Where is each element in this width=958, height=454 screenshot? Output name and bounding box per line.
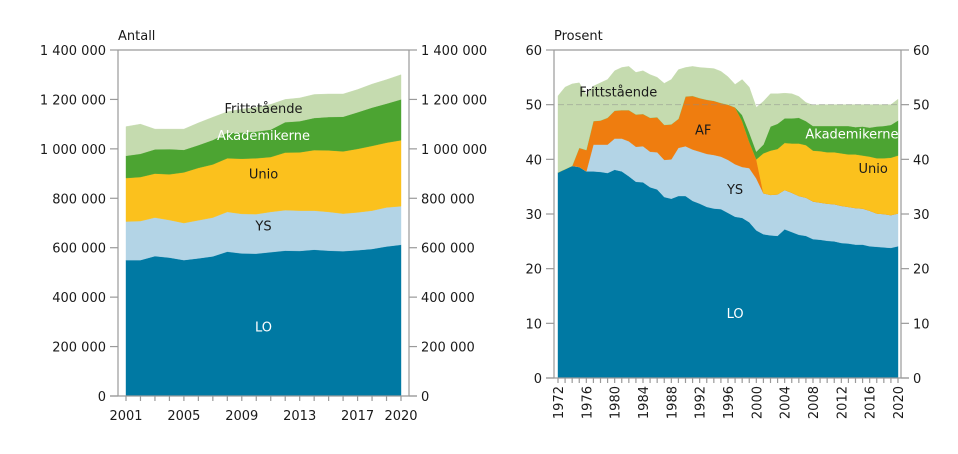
x-tick-label: 2012 [835, 386, 850, 419]
y-tick-label-left: 40 [525, 153, 542, 168]
x-tick-label: 1984 [637, 386, 652, 419]
y-tick-label-right: 200 000 [421, 341, 475, 356]
x-tick-label: 2009 [225, 409, 258, 424]
x-tick-label: 1976 [580, 386, 595, 419]
y-tick-label-right: 600 000 [421, 242, 475, 257]
x-tick-label: 1988 [665, 386, 680, 419]
series-label-ys: YS [726, 183, 743, 198]
y-tick-label-right: 40 [913, 153, 930, 168]
left-axes [110, 49, 417, 401]
y-tick-label-left: 0 [98, 390, 106, 405]
y-tick-label-right: 50 [913, 99, 930, 114]
area-frittstaende [557, 66, 899, 173]
series-label-unio: Unio [859, 162, 888, 177]
series-label-af: AF [695, 124, 711, 139]
y-tick-label-right: 0 [421, 390, 429, 405]
series-label-akademikerne: Akademikerne [217, 129, 310, 144]
series-label-unio: Unio [249, 168, 278, 183]
x-tick-label: 1992 [694, 386, 709, 419]
y-tick-label-left: 10 [525, 317, 542, 332]
x-tick-label: 2004 [779, 386, 794, 419]
y-tick-label-left: 60 [525, 44, 542, 59]
left-chart-members-count: Antall 0 0 200 000 200 000 400 000 400 000 600… [40, 29, 487, 424]
y-tick-label-left: 0 [534, 372, 542, 387]
y-tick-label-right: 0 [913, 372, 921, 387]
series-label-frittstaende: Frittstående [579, 85, 657, 100]
left-series-labels: LO YS Unio Akademikerne Frittstående [217, 102, 310, 336]
left-stacked-areas [125, 74, 402, 397]
y-tick-label-left: 1 200 000 [40, 93, 106, 108]
y-tick-label-right: 400 000 [421, 291, 475, 306]
y-tick-label-left: 1 400 000 [40, 44, 106, 59]
y-tick-label-left: 50 [525, 99, 542, 114]
x-tick-label: 1996 [722, 386, 737, 419]
right-stacked-areas [557, 66, 899, 379]
y-tick-label-left: 200 000 [52, 341, 106, 356]
x-tick-label: 2001 [109, 409, 142, 424]
y-tick-label-left: 30 [525, 208, 542, 223]
y-tick-label-right: 800 000 [421, 192, 475, 207]
y-tick-label-right: 20 [913, 263, 930, 278]
x-tick-label: 1972 [552, 386, 567, 419]
x-tick-label: 2016 [864, 386, 879, 419]
x-tick-label: 2005 [167, 409, 200, 424]
y-tick-label-right: 60 [913, 44, 930, 59]
right-x-tick-labels: 1972 1976 1980 1984 1988 1992 1996 2000 2004 2008… [552, 386, 907, 419]
y-tick-label-right: 10 [913, 317, 930, 332]
y-tick-label-right: 1 200 000 [421, 93, 487, 108]
x-tick-label: 2000 [750, 386, 765, 419]
left-x-tick-labels: 2001 2005 2009 2013 2017 2020 [109, 409, 417, 424]
y-tick-label-left: 400 000 [52, 291, 106, 306]
right-y-tick-labels: 0 0 10 10 20 20 30 30 40 40 50 50 60 60 [525, 44, 929, 387]
left-y-tick-labels: 0 0 200 000 200 000 400 000 400 000 600 000 600… [40, 44, 487, 405]
area-frittstaende [125, 74, 402, 157]
right-axes [546, 49, 909, 383]
left-y-axis-unit-label: Antall [118, 29, 155, 44]
y-tick-label-right: 1 000 000 [421, 143, 487, 158]
series-label-lo: LO [727, 307, 744, 322]
y-tick-label-left: 600 000 [52, 242, 106, 257]
series-label-lo: LO [255, 321, 272, 336]
series-label-akademikerne: Akademikerne [805, 128, 898, 143]
series-label-frittstaende: Frittstående [224, 102, 302, 117]
right-y-axis-unit-label: Prosent [554, 29, 603, 44]
x-tick-label: 2020 [892, 386, 907, 419]
x-tick-label: 2013 [283, 409, 316, 424]
y-tick-label-left: 20 [525, 263, 542, 278]
y-tick-label-left: 1 000 000 [40, 143, 106, 158]
x-tick-label: 2020 [384, 409, 417, 424]
y-tick-label-right: 30 [913, 208, 930, 223]
series-label-ys: YS [254, 219, 271, 234]
x-tick-label: 1980 [609, 386, 624, 419]
y-tick-label-right: 1 400 000 [421, 44, 487, 59]
x-tick-label: 2017 [341, 409, 374, 424]
x-tick-label: 2008 [807, 386, 822, 419]
y-tick-label-left: 800 000 [52, 192, 106, 207]
right-series-labels: LO YS AF Unio Akademikerne Frittstående [579, 85, 898, 321]
